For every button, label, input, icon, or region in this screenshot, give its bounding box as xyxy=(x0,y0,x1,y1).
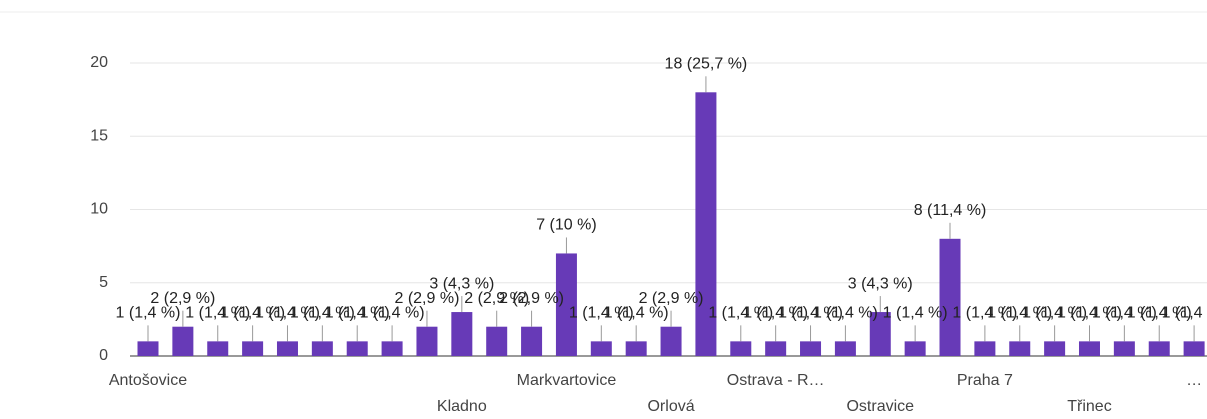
bar xyxy=(172,326,194,356)
data-label: 1 (1,4 %) xyxy=(778,305,843,322)
bar xyxy=(625,341,647,356)
bar xyxy=(137,341,159,356)
y-tick-label: 15 xyxy=(90,127,108,144)
y-tick-label: 0 xyxy=(99,347,108,364)
data-label: 2 (2,9 %) xyxy=(394,290,459,307)
y-tick-label: 5 xyxy=(99,274,108,291)
data-label: 1 (1,4 %) xyxy=(185,305,250,322)
bar xyxy=(1078,341,1100,356)
bar xyxy=(207,341,229,356)
data-label: 1 (1,4 %) xyxy=(220,305,285,322)
data-label: 18 (25,7 %) xyxy=(665,56,748,73)
bar xyxy=(381,341,403,356)
x-tick-label: Kladno xyxy=(437,398,487,415)
data-label: 1 (1,4 %) xyxy=(813,305,878,322)
x-tick-label: Ostrava - R… xyxy=(727,372,825,389)
bar xyxy=(1183,341,1205,356)
data-label: 1 (1,4 %) xyxy=(1022,305,1087,322)
x-tick-label: Ostravice xyxy=(846,398,914,415)
bar xyxy=(416,326,438,356)
y-tick-label: 10 xyxy=(90,201,108,218)
data-label: 1 (1,4 %) xyxy=(883,305,948,322)
x-tick-label: … xyxy=(1186,372,1202,389)
data-label: 3 (4,3 %) xyxy=(848,275,913,292)
bar xyxy=(1044,341,1066,356)
bar xyxy=(765,341,787,356)
bar xyxy=(1009,341,1031,356)
x-tick-label: Třinec xyxy=(1067,398,1111,415)
data-label: 1 (1,4 %) xyxy=(360,305,425,322)
bar xyxy=(695,92,717,357)
data-label: 1 (1,4 %) xyxy=(1057,305,1122,322)
data-label: 7 (10 %) xyxy=(536,217,596,234)
data-label: 2 (2,9 %) xyxy=(150,290,215,307)
data-label: 1 (1,4 %) xyxy=(1127,305,1192,322)
bar xyxy=(800,341,822,356)
bar xyxy=(346,341,368,356)
data-label: 1 (1,4 %) xyxy=(987,305,1052,322)
data-label: 1 (1,4 %) xyxy=(708,305,773,322)
bar xyxy=(834,341,856,356)
data-label: 1 (1,4 %) xyxy=(1162,305,1207,322)
data-label: 1 (1,4 %) xyxy=(290,305,355,322)
data-label: 1 (1,4 %) xyxy=(604,305,669,322)
bar xyxy=(1113,341,1135,356)
x-tick-label: Markvartovice xyxy=(517,372,617,389)
bar xyxy=(730,341,752,356)
data-label: 8 (11,4 %) xyxy=(914,202,987,219)
bar xyxy=(486,326,508,356)
data-label: 1 (1,4 %) xyxy=(743,305,808,322)
bar xyxy=(660,326,682,356)
data-label: 1 (1,4 %) xyxy=(952,305,1017,322)
data-label: 1 (1,4 %) xyxy=(1092,305,1157,322)
bar xyxy=(1148,341,1170,356)
bar xyxy=(311,341,333,356)
data-label: 1 (1,4 %) xyxy=(325,305,390,322)
bar xyxy=(869,312,891,356)
data-label: 2 (2,9 %) xyxy=(464,290,529,307)
x-tick-label: Antošovice xyxy=(109,372,187,389)
bar xyxy=(242,341,264,356)
bar xyxy=(555,253,577,356)
bar xyxy=(590,341,612,356)
bar xyxy=(974,341,996,356)
x-tick-label: Praha 7 xyxy=(957,372,1013,389)
data-label: 2 (2,9 %) xyxy=(639,290,704,307)
data-label: 1 (1,4 %) xyxy=(116,305,181,322)
x-tick-label: Orlová xyxy=(647,398,694,415)
bar xyxy=(939,238,961,356)
bar xyxy=(276,341,298,356)
data-label: 2 (2,9 %) xyxy=(499,290,564,307)
data-label: 1 (1,4 %) xyxy=(255,305,320,322)
bar xyxy=(521,326,543,356)
data-label: 3 (4,3 %) xyxy=(429,275,494,292)
y-tick-label: 20 xyxy=(90,54,108,71)
bar xyxy=(451,312,473,356)
bar xyxy=(904,341,926,356)
data-label: 1 (1,4 %) xyxy=(569,305,634,322)
